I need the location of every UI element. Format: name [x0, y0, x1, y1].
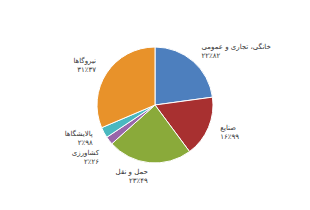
svg-text:خانگی، تجاری و عمومی۲۲٪۸۲: خانگی، تجاری و عمومی۲۲٪۸۲	[202, 42, 271, 60]
svg-text:پالایشگاها۲٪۹۸: پالایشگاها۲٪۹۸	[65, 129, 93, 147]
svg-text:حمل و نقل۲۳٪۴۹: حمل و نقل۲۳٪۴۹	[116, 168, 149, 185]
svg-text:صنایع۱۶٪۹۹: صنایع۱۶٪۹۹	[220, 124, 239, 141]
svg-text:نیروگاها۳۱٪۳۷: نیروگاها۳۱٪۳۷	[73, 56, 96, 74]
svg-text:کشاورزی۲٪۲۶: کشاورزی۲٪۲۶	[72, 149, 100, 166]
